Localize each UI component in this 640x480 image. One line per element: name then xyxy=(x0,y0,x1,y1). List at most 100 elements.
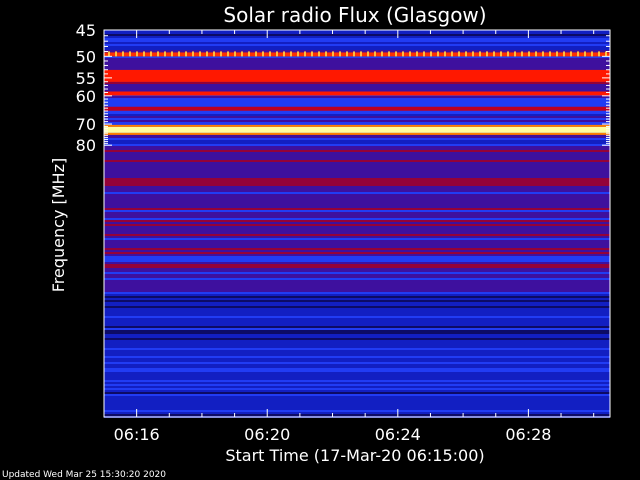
spectrogram-row xyxy=(104,340,610,342)
pulse-mark xyxy=(577,51,579,57)
spectrogram-row xyxy=(104,86,610,88)
spectrogram-row xyxy=(104,278,610,280)
spectrogram-row xyxy=(104,376,610,378)
spectrogram-row xyxy=(104,410,610,412)
spectrogram-row xyxy=(104,146,610,148)
spectrogram-row xyxy=(104,240,610,242)
pulse-mark xyxy=(430,51,432,57)
pulse-mark xyxy=(563,51,565,57)
spectrogram-row xyxy=(104,198,610,200)
spectrogram-row xyxy=(104,212,610,214)
spectrogram-row xyxy=(104,304,610,306)
spectrogram-row xyxy=(104,284,610,286)
x-tick-label: 06:24 xyxy=(375,425,421,444)
spectrogram-row xyxy=(104,160,610,162)
pulse-mark xyxy=(311,51,313,57)
spectrogram-row xyxy=(104,358,610,360)
pulse-mark xyxy=(521,51,523,57)
spectrogram-row xyxy=(104,44,610,46)
spectrogram-row xyxy=(104,396,610,398)
pulse-mark xyxy=(206,51,208,57)
pulse-mark xyxy=(304,51,306,57)
pulse-mark xyxy=(227,51,229,57)
spectrogram-row xyxy=(104,116,610,118)
spectrogram-row xyxy=(104,96,610,98)
pulse-mark xyxy=(500,51,502,57)
spectrogram-row xyxy=(104,102,610,104)
spectrogram-row xyxy=(104,306,610,308)
spectrogram-row xyxy=(104,266,610,268)
spectrogram-row xyxy=(104,206,610,208)
pulse-mark xyxy=(605,51,607,57)
x-tick-label: 06:28 xyxy=(505,425,551,444)
pulse-mark xyxy=(213,51,215,57)
spectrogram-row xyxy=(104,136,610,138)
spectrogram-row xyxy=(104,234,610,236)
y-tick-label: 60 xyxy=(76,87,96,106)
spectrogram-row xyxy=(104,256,610,258)
pulse-mark xyxy=(241,51,243,57)
emission-band xyxy=(104,91,610,96)
pulse-mark xyxy=(220,51,222,57)
pulse-mark xyxy=(346,51,348,57)
spectrogram-row xyxy=(104,314,610,316)
spectrogram-row xyxy=(104,68,610,70)
spectrogram-row xyxy=(104,322,610,324)
spectrogram-row xyxy=(104,414,610,416)
pulse-mark xyxy=(458,51,460,57)
spectrogram-row xyxy=(104,148,610,150)
pulse-mark xyxy=(164,51,166,57)
pulse-mark xyxy=(248,51,250,57)
pulse-mark xyxy=(115,51,117,57)
pulse-mark xyxy=(374,51,376,57)
pulse-mark xyxy=(514,51,516,57)
spectrogram-row xyxy=(104,372,610,374)
spectrogram-row xyxy=(104,366,610,368)
spectrogram-row xyxy=(104,172,610,174)
pulse-mark xyxy=(367,51,369,57)
spectrogram-row xyxy=(104,400,610,402)
spectrogram-row xyxy=(104,168,610,170)
spectrogram-row xyxy=(104,308,610,310)
spectrogram-row xyxy=(104,296,610,298)
pulse-mark xyxy=(528,51,530,57)
spectrogram-row xyxy=(104,232,610,234)
spectrogram-row xyxy=(104,404,610,406)
spectrogram-row xyxy=(104,200,610,202)
emission-band xyxy=(104,69,610,82)
spectrogram-row xyxy=(104,220,610,222)
spectrogram-row xyxy=(104,270,610,272)
spectrogram-row xyxy=(104,302,610,304)
spectrogram-row xyxy=(104,268,610,270)
spectrogram-row xyxy=(104,50,610,52)
spectrogram-row xyxy=(104,346,610,348)
pulse-mark xyxy=(507,51,509,57)
pulse-mark xyxy=(444,51,446,57)
pulse-mark xyxy=(332,51,334,57)
pulse-mark xyxy=(157,51,159,57)
spectrogram-row xyxy=(104,188,610,190)
spectrogram-row xyxy=(104,262,610,264)
spectrogram-row xyxy=(104,252,610,254)
spectrogram-row xyxy=(104,254,610,256)
spectrogram-row xyxy=(104,194,610,196)
spectrogram-row xyxy=(104,316,610,318)
spectrogram-row xyxy=(104,154,610,156)
spectrogram-row xyxy=(104,350,610,352)
y-tick-label: 70 xyxy=(76,115,96,134)
spectrogram-row xyxy=(104,166,610,168)
pulse-mark xyxy=(360,51,362,57)
spectrogram-row xyxy=(104,208,610,210)
spectrogram-row xyxy=(104,320,610,322)
spectrogram-row xyxy=(104,64,610,66)
spectrogram-row xyxy=(104,210,610,212)
pulse-mark xyxy=(381,51,383,57)
spectrogram-row xyxy=(104,62,610,64)
pulse-mark xyxy=(535,51,537,57)
spectrogram-row xyxy=(104,378,610,380)
pulse-mark xyxy=(493,51,495,57)
pulse-mark xyxy=(542,51,544,57)
pulse-mark xyxy=(185,51,187,57)
spectrogram-row xyxy=(104,142,610,144)
